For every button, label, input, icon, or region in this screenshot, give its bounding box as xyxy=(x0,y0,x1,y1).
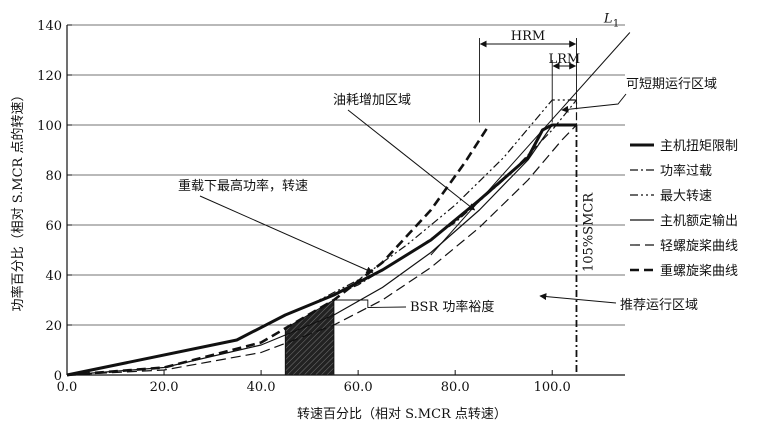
leader-short-term xyxy=(561,93,627,113)
regions xyxy=(284,299,335,376)
vertical-105-label: 105%SMCR xyxy=(581,192,596,272)
y-axis-label: 功率百分比（相对 S.MCR 点的转速） xyxy=(10,89,26,312)
label-recommended: 推荐运行区域 xyxy=(620,298,698,313)
y-tick-label-0: 0 xyxy=(54,369,62,384)
y-tick-label-100: 100 xyxy=(37,119,62,134)
series-line-4 xyxy=(66,124,577,376)
axes xyxy=(66,25,625,376)
leader-max-power xyxy=(199,195,374,274)
legend-label-1: 功率过载 xyxy=(660,163,712,179)
y-tick-label-140: 140 xyxy=(37,19,62,34)
label-short-term: 可短期运行区域 xyxy=(626,77,717,92)
lrm-label: LRM xyxy=(548,52,580,67)
x-tick-label-0: 0.0 xyxy=(57,380,78,395)
series-line-1 xyxy=(309,99,577,306)
label-max-power: 重载下最高功率，转速 xyxy=(178,178,308,194)
y-axis-ticks: 0 20 40 60 80 100 120 140 xyxy=(37,19,72,384)
legend-label-2: 最大转速 xyxy=(660,189,712,204)
grid-lines xyxy=(67,24,625,326)
label-fuel-increase: 油耗增加区域 xyxy=(333,93,411,108)
series-line-0 xyxy=(66,123,577,377)
hrm-label: HRM xyxy=(511,29,545,44)
x-axis-label: 转速百分比（相对 S.MCR 点转速） xyxy=(297,407,507,422)
label-bsr-margin: BSR 功率裕度 xyxy=(410,299,494,315)
l1-label: L xyxy=(603,12,613,27)
y-tick-label-120: 120 xyxy=(37,69,62,84)
x-axis-ticks: 0.0 20.0 40.0 60.0 80.0 100.0 xyxy=(57,370,571,395)
x-tick-label-80: 80.0 xyxy=(441,380,470,395)
l1-line xyxy=(430,32,631,256)
bsr-shaded-region xyxy=(284,299,335,376)
leader-bsr-margin xyxy=(333,299,407,308)
y-tick-label-40: 40 xyxy=(45,269,62,284)
series-line-5 xyxy=(66,124,491,377)
legend-label-5: 重螺旋桨曲线 xyxy=(660,263,738,279)
y-tick-label-80: 80 xyxy=(45,169,62,184)
leader-recommended xyxy=(539,293,617,304)
series-lines xyxy=(66,32,631,377)
l1-label-subscript: 1 xyxy=(613,19,619,30)
y-tick-label-60: 60 xyxy=(45,219,62,234)
x-tick-label-20: 20.0 xyxy=(150,380,179,395)
y-tick-label-20: 20 xyxy=(45,319,62,334)
legend-label-4: 轻螺旋桨曲线 xyxy=(660,238,738,254)
x-tick-label-60: 60.0 xyxy=(344,380,373,395)
legend-label-3: 主机额定输出 xyxy=(660,213,738,229)
legend-label-0: 主机扭矩限制 xyxy=(660,139,738,154)
leader-fuel-increase xyxy=(347,109,476,211)
x-tick-label-40: 40.0 xyxy=(247,380,276,395)
x-tick-label-100: 100.0 xyxy=(534,380,571,395)
series-line-2 xyxy=(309,99,578,306)
